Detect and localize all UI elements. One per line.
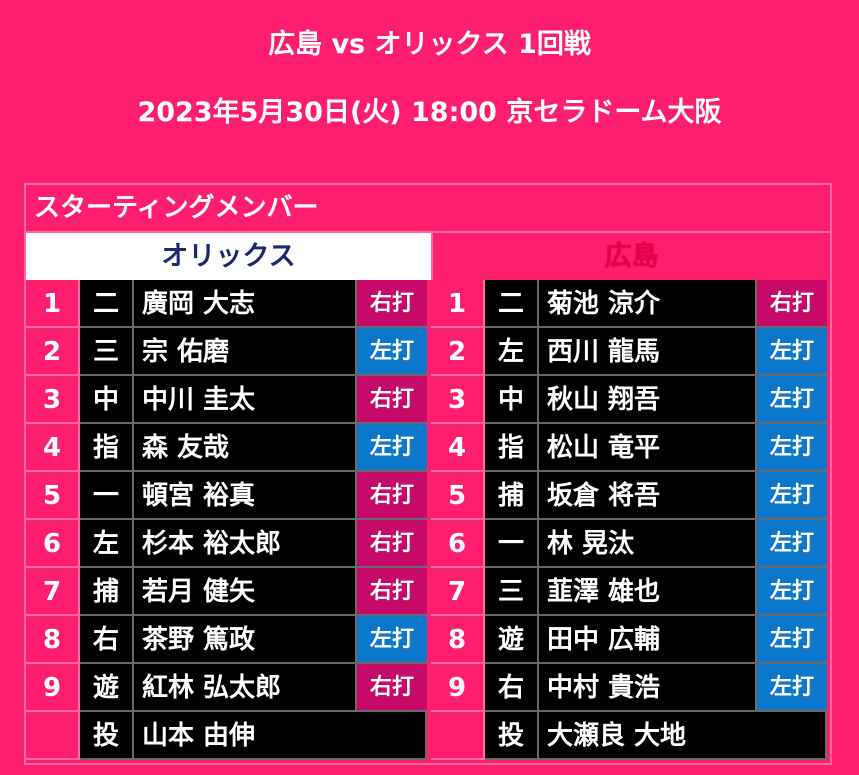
batting-hand-badge: 左打 — [757, 616, 827, 664]
match-title: 広島 vs オリックス 1回戦 — [268, 29, 591, 60]
player-name: 森 友哉 — [134, 424, 357, 472]
batting-order: 2 — [431, 328, 485, 376]
batting-hand-badge: 左打 — [757, 328, 827, 376]
fielding-position: 遊 — [80, 664, 134, 712]
team-name-hiroshima: 広島 — [431, 233, 830, 280]
player-name: 韮澤 雄也 — [539, 568, 757, 616]
player-name: 大瀬良 大地 — [539, 712, 827, 760]
player-name: 菊池 涼介 — [539, 280, 757, 328]
player-name: 頓宮 裕真 — [134, 472, 357, 520]
fielding-position: 捕 — [80, 568, 134, 616]
batting-order: 7 — [26, 568, 80, 616]
batting-hand-badge: 右打 — [357, 472, 427, 520]
batting-order: 3 — [26, 376, 80, 424]
fielding-position: 中 — [485, 376, 539, 424]
fielding-position: 三 — [485, 568, 539, 616]
batting-hand-badge: 左打 — [757, 664, 827, 712]
batting-order: 4 — [431, 424, 485, 472]
fielding-position: 投 — [80, 712, 134, 760]
batting-hand-badge: 左打 — [757, 568, 827, 616]
player-name: 紅林 弘太郎 — [134, 664, 357, 712]
batting-hand-badge: 右打 — [357, 376, 427, 424]
batting-order: 4 — [26, 424, 80, 472]
batting-order: 9 — [431, 664, 485, 712]
fielding-position: 左 — [80, 520, 134, 568]
batting-hand-badge: 右打 — [357, 520, 427, 568]
fielding-position: 指 — [485, 424, 539, 472]
batting-order — [26, 712, 80, 760]
player-name: 林 晃汰 — [539, 520, 757, 568]
batting-order: 2 — [26, 328, 80, 376]
player-name: 若月 健矢 — [134, 568, 357, 616]
batting-order: 6 — [26, 520, 80, 568]
batting-order: 5 — [431, 472, 485, 520]
player-name: 山本 由伸 — [134, 712, 427, 760]
batting-order: 6 — [431, 520, 485, 568]
team-name-orix: オリックス — [26, 233, 431, 280]
player-name: 宗 佑磨 — [134, 328, 357, 376]
fielding-position: 一 — [80, 472, 134, 520]
fielding-position: 二 — [485, 280, 539, 328]
batting-hand-badge: 右打 — [757, 280, 827, 328]
player-name: 田中 広輔 — [539, 616, 757, 664]
fielding-position: 右 — [485, 664, 539, 712]
batting-order: 5 — [26, 472, 80, 520]
batting-order: 7 — [431, 568, 485, 616]
batting-hand-badge: 左打 — [757, 472, 827, 520]
batting-order: 1 — [431, 280, 485, 328]
batting-hand-badge: 右打 — [357, 568, 427, 616]
batting-hand-badge: 左打 — [357, 328, 427, 376]
batting-hand-badge: 左打 — [357, 616, 427, 664]
batting-hand-badge: 左打 — [357, 424, 427, 472]
fielding-position: 二 — [80, 280, 134, 328]
fielding-position: 右 — [80, 616, 134, 664]
player-name: 廣岡 大志 — [134, 280, 357, 328]
fielding-position: 左 — [485, 328, 539, 376]
fielding-position: 投 — [485, 712, 539, 760]
batting-order: 8 — [431, 616, 485, 664]
starting-members-panel: スターティングメンバー オリックス 広島 1 二廣岡 大志 右打 1 二菊池 涼介 右打 2… — [24, 183, 832, 765]
batting-hand-badge: 右打 — [357, 664, 427, 712]
match-date-venue: 2023年5月30日(火) 18:00 京セラドーム大阪 — [137, 97, 722, 128]
batting-hand-badge: 左打 — [757, 376, 827, 424]
batting-order: 9 — [26, 664, 80, 712]
player-name: 中川 圭太 — [134, 376, 357, 424]
batting-hand-badge: 右打 — [357, 280, 427, 328]
panel-title: スターティングメンバー — [26, 185, 830, 233]
fielding-position: 中 — [80, 376, 134, 424]
player-name: 西川 龍馬 — [539, 328, 757, 376]
batting-order: 3 — [431, 376, 485, 424]
fielding-position: 一 — [485, 520, 539, 568]
batting-hand-badge: 左打 — [757, 520, 827, 568]
player-name: 松山 竜平 — [539, 424, 757, 472]
fielding-position: 遊 — [485, 616, 539, 664]
player-name: 杉本 裕太郎 — [134, 520, 357, 568]
fielding-position: 捕 — [485, 472, 539, 520]
batting-order: 8 — [26, 616, 80, 664]
player-name: 中村 貴浩 — [539, 664, 757, 712]
batting-hand-badge: 左打 — [757, 424, 827, 472]
fielding-position: 三 — [80, 328, 134, 376]
player-name: 坂倉 将吾 — [539, 472, 757, 520]
player-name: 秋山 翔吾 — [539, 376, 757, 424]
player-name: 茶野 篤政 — [134, 616, 357, 664]
batting-order — [431, 712, 485, 760]
fielding-position: 指 — [80, 424, 134, 472]
batting-order: 1 — [26, 280, 80, 328]
